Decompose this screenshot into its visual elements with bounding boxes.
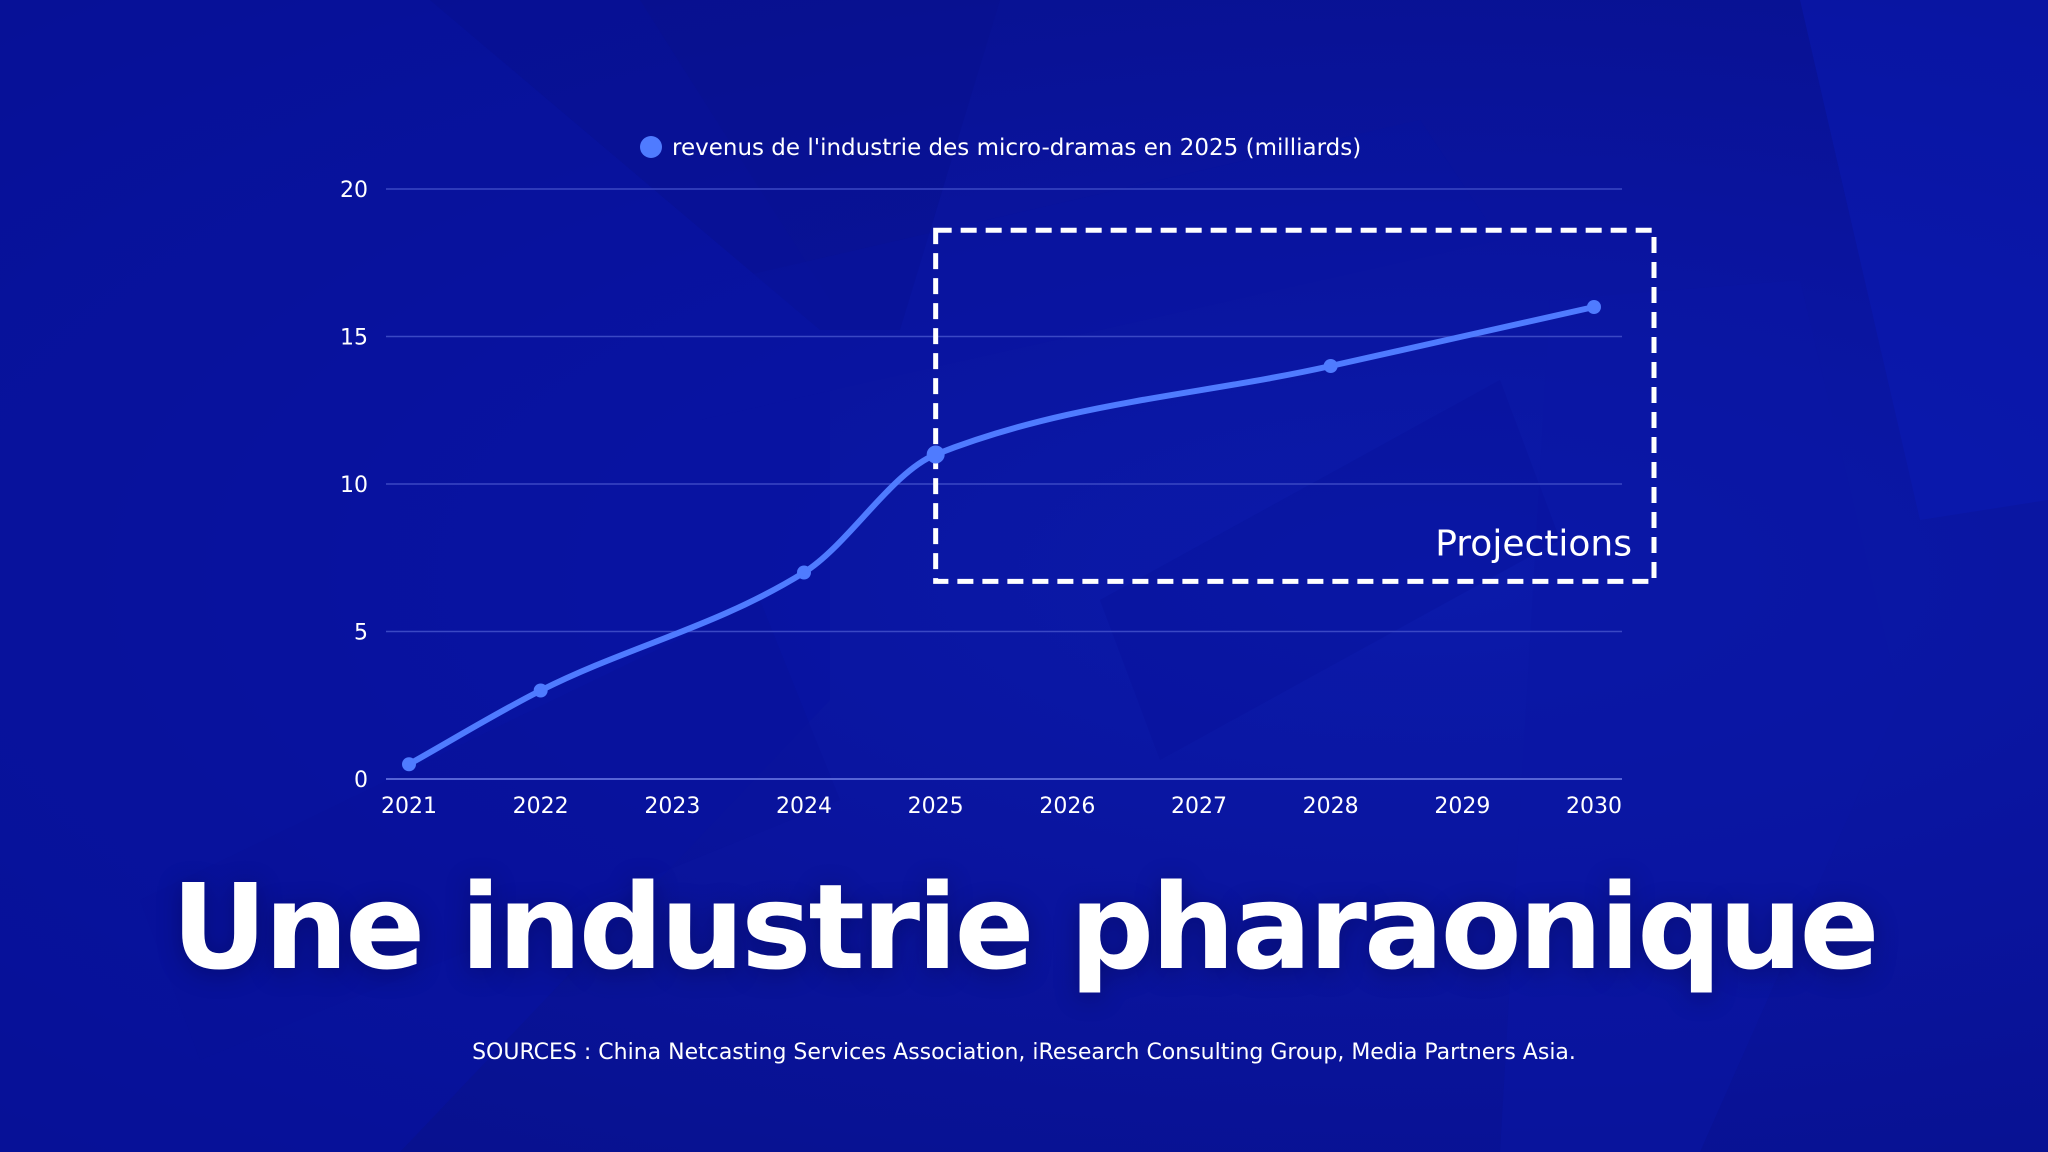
y-tick-label: 5	[354, 621, 368, 646]
page-title: Une industrie pharaonique	[171, 858, 1879, 996]
y-tick-label: 10	[340, 473, 368, 498]
x-tick-label: 2027	[1171, 794, 1227, 819]
x-tick-label: 2024	[776, 794, 832, 819]
legend-marker	[640, 136, 662, 158]
y-tick-label: 20	[340, 178, 368, 203]
x-tick-label: 2021	[381, 794, 437, 819]
x-tick-label: 2025	[908, 794, 964, 819]
x-tick-label: 2026	[1039, 794, 1095, 819]
x-tick-label: 2022	[513, 794, 569, 819]
data-point	[402, 757, 416, 772]
grid-lines	[386, 188, 1622, 780]
y-tick-label: 15	[340, 326, 368, 351]
sources-note: SOURCES : China Netcasting Services Asso…	[472, 1040, 1576, 1065]
x-tick-label: 2023	[644, 794, 700, 819]
data-point	[533, 683, 548, 698]
x-tick-label: 2029	[1434, 794, 1490, 819]
x-tick-label: 2028	[1303, 794, 1359, 819]
y-tick-label: 0	[354, 768, 368, 793]
legend: revenus de l'industrie des micro-dramas …	[640, 135, 1361, 161]
x-tick-label: 2030	[1566, 794, 1622, 819]
data-point	[797, 565, 811, 580]
data-point	[1323, 359, 1338, 373]
y-axis-ticks: 0 5 10 15 20	[340, 178, 368, 793]
data-point	[1587, 300, 1601, 314]
projection-annotation: Projections	[933, 227, 1657, 584]
projection-label: Projections	[1435, 523, 1632, 564]
series-line	[406, 304, 1597, 768]
projection-box	[933, 227, 1657, 584]
data-points	[402, 300, 1601, 772]
x-axis-ticks: 2021 2022 2023 2024 2025 2026 2027 2028 2029 2030	[381, 794, 1622, 819]
legend-label: revenus de l'industrie des micro-dramas …	[672, 135, 1361, 161]
data-point	[926, 445, 945, 464]
